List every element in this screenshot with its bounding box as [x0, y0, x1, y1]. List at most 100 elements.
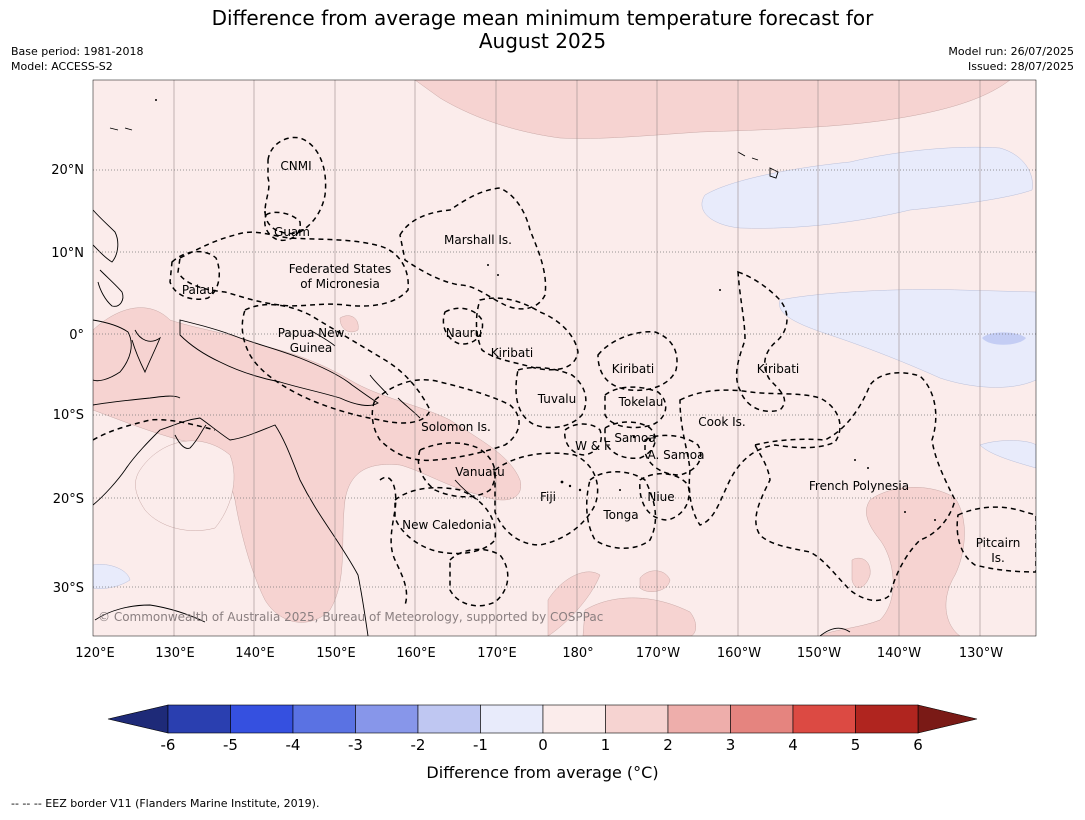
eez-tuvalu: [515, 366, 587, 429]
model-run: Model run: 26/07/2025: [948, 45, 1074, 58]
coast-philippines-1: [93, 209, 119, 263]
anomaly-warm-inland: [135, 440, 235, 531]
colorbar-bin: [417, 704, 481, 734]
colorbar-tick-label: 0: [538, 736, 548, 754]
island-dot: [578, 488, 582, 492]
colorbar-tick-label: -4: [286, 736, 301, 754]
label-marshall: Marshall Is.: [444, 233, 512, 247]
lat-label: 20°N: [51, 163, 84, 178]
eez-samoa: [604, 421, 656, 460]
label-png-1: Papua New: [278, 326, 345, 340]
coast-south-bottom: [819, 627, 851, 636]
copyright-notice: © Commonwealth of Australia 2025, Bureau…: [98, 610, 603, 624]
lon-label: 170°W: [636, 646, 680, 661]
anomaly-layer: [93, 80, 1036, 636]
anomaly-warm-north: [414, 80, 1011, 139]
model-name: Model: ACCESS-S2: [11, 60, 113, 73]
island-dot: [619, 489, 621, 491]
label-wallis-futuna: W & F: [575, 439, 611, 453]
title-line-1: Difference from average mean minimum tem…: [211, 6, 874, 30]
coast-bougainville: [369, 374, 389, 396]
eez-borders: [93, 136, 1036, 607]
anomaly-warm-blob: [639, 570, 671, 592]
coast-philippines-2: [97, 269, 124, 307]
eez-indonesia: [93, 418, 216, 441]
eez-png: [241, 303, 431, 424]
colorbar-tick-label: 4: [788, 736, 798, 754]
label-new-caledonia: New Caledonia: [402, 518, 492, 532]
label-kiribati-central: Kiribati: [612, 362, 654, 376]
label-american-samoa: A. Samoa: [648, 448, 705, 462]
lon-label: 130°E: [155, 646, 195, 661]
island-dot: [560, 480, 564, 484]
region-labels: CNMI Guam Marshall Is. Federated States …: [182, 159, 1020, 565]
anomaly-warm-small: [851, 557, 871, 588]
chart-title: Difference from average mean minimum tem…: [0, 7, 1085, 53]
label-guam: Guam: [274, 225, 310, 239]
coast-japan-south: [109, 127, 133, 131]
lat-axis-labels: 20°N 10°N 0° 10°S 20°S 30°S: [51, 163, 84, 596]
coast-borneo: [93, 319, 132, 382]
eez-tonga: [585, 471, 657, 549]
island-dot: [719, 289, 721, 291]
lon-label: 150°W: [797, 646, 841, 661]
colorbar-bin: [542, 704, 606, 734]
coast-south-east: [94, 604, 206, 623]
eez-nauru: [442, 307, 484, 345]
label-pitcairn-1: Pitcairn: [976, 536, 1021, 550]
anomaly-cool-south-east: [979, 440, 1036, 469]
eez-american-samoa: [644, 434, 702, 476]
anomaly-cool-east: [779, 289, 1036, 388]
colorbar-bin: [667, 704, 731, 734]
meta-left: Base period: 1981-2018 Model: ACCESS-S2: [11, 44, 143, 74]
coast-solomon: [397, 397, 421, 419]
label-nauru: Nauru: [446, 326, 482, 340]
issued-date: Issued: 28/07/2025: [967, 60, 1074, 73]
island-dots: [155, 99, 936, 521]
colorbar-tick-label: 6: [913, 736, 923, 754]
island-dot: [854, 459, 856, 461]
anomaly-warm-south-central: [547, 571, 601, 636]
meta-right: Model run: 26/07/2025 Issued: 28/07/2025: [948, 44, 1074, 74]
colorbar-label-text: Difference from average (°C): [426, 763, 659, 782]
colorbar-tick-label: -6: [161, 736, 176, 754]
label-kiribati-west: Kiribati: [491, 346, 533, 360]
colorbar-under-extension: [107, 704, 169, 734]
lat-label: 10°S: [53, 408, 84, 423]
colorbar-tick-label: -5: [223, 736, 238, 754]
colorbar-tick-label: -2: [411, 736, 426, 754]
anomaly-cool-south-west: [93, 564, 131, 589]
island-dot: [904, 511, 906, 513]
lat-label: 10°N: [51, 246, 84, 261]
eez-vanuatu: [417, 442, 496, 498]
label-fsm-2: of Micronesia: [300, 277, 380, 291]
eez-french-polynesia: [753, 372, 956, 602]
eez-wallis-futuna: [564, 423, 602, 456]
eez-tokelau: [604, 386, 667, 429]
grid-meridians: [173, 80, 981, 636]
island-dot: [648, 438, 652, 442]
coast-new-guinea: [179, 319, 379, 406]
footer-note: -- -- -- EEZ border V11 (Flanders Marine…: [11, 797, 320, 810]
eez-kiribati-e: [735, 270, 788, 412]
eez-norfolk: [449, 548, 509, 607]
colorbar-bin: [730, 704, 794, 734]
title-line-2: August 2025: [478, 29, 607, 53]
eez-palau: [169, 250, 221, 300]
lon-label: 170°E: [477, 646, 517, 661]
colorbar-bin: [605, 704, 669, 734]
lon-label: 150°E: [316, 646, 356, 661]
island-dot: [155, 99, 157, 101]
lon-label: 160°E: [396, 646, 436, 661]
lon-label: 130°W: [959, 646, 1003, 661]
eez-solomon: [371, 378, 520, 462]
colorbar-bin: [355, 704, 419, 734]
island-dot: [867, 467, 869, 469]
coastlines: [93, 127, 851, 636]
label-pitcairn-2: Is.: [991, 551, 1005, 565]
island-dot: [487, 264, 489, 266]
lon-label: 140°W: [877, 646, 921, 661]
lat-label: 0°: [69, 328, 84, 343]
lon-label: 140°E: [235, 646, 275, 661]
